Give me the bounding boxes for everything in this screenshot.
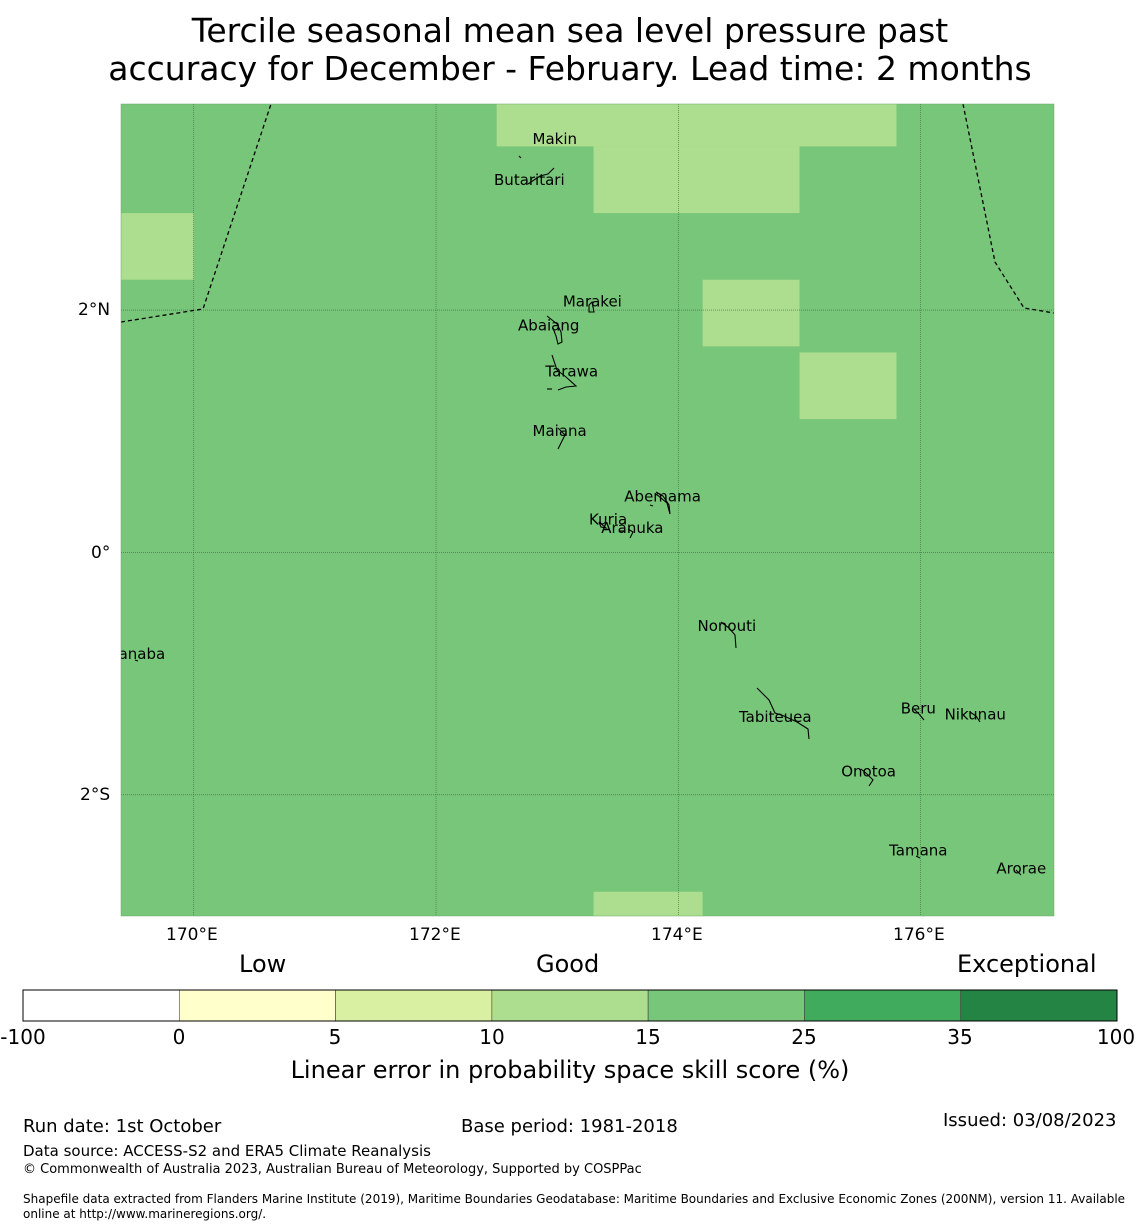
- skill-cell-10-15: [496, 104, 679, 147]
- cb-tick: 5: [328, 1025, 342, 1049]
- chart-title: Tercile seasonal mean sea level pressure…: [0, 12, 1140, 88]
- island-label: Beru: [901, 700, 936, 718]
- lon-label-176E: 176°E: [893, 925, 945, 945]
- atoll-outline: [598, 521, 608, 529]
- island-label: Makin: [533, 130, 578, 148]
- atoll-outline: [1015, 869, 1022, 876]
- island-label: Onotoa: [841, 763, 896, 781]
- island-label: Nikunau: [945, 706, 1006, 724]
- cb-tick: 25: [791, 1025, 817, 1049]
- island-label: Tabiteuea: [738, 708, 812, 726]
- skill-cell-10-15: [593, 891, 703, 916]
- island-label: Butaritari: [494, 171, 565, 189]
- colorbar-segment: [960, 989, 1118, 1022]
- island-label: Abemama: [624, 488, 701, 506]
- atoll-outline: [527, 167, 555, 185]
- cb-tick: 0: [172, 1025, 186, 1049]
- atoll-outline: [649, 504, 654, 507]
- skill-cell-10-15: [799, 352, 897, 420]
- island-label: Nonouti: [698, 617, 757, 635]
- island-label: Abaiang: [518, 317, 579, 335]
- island-label: Maiana: [533, 422, 587, 440]
- eez-boundary-east: [962, 104, 1054, 314]
- run-date: Run date: 1st October: [23, 1116, 222, 1137]
- skill-cell-10-15: [593, 146, 800, 214]
- island-label: Kuria: [589, 511, 627, 529]
- island-label: Banaba: [108, 645, 165, 663]
- island-label: Aranuka: [601, 519, 663, 537]
- category-exceptional: Exceptional: [957, 950, 1097, 978]
- atoll-outline: [134, 659, 139, 662]
- colorbar-frame: [22, 989, 1118, 1022]
- title-line-1: Tercile seasonal mean sea level pressure…: [191, 11, 949, 50]
- atoll-outline: [860, 768, 874, 787]
- atoll-outline: [546, 315, 563, 345]
- colorbar-segment: [804, 989, 962, 1022]
- atoll-outline: [720, 621, 737, 649]
- lat-label-2N: 2°N: [78, 300, 111, 320]
- cb-tick: 35: [947, 1025, 973, 1049]
- island-label: Marakei: [563, 292, 622, 310]
- skill-cell-10-15: [702, 279, 800, 347]
- lat-label-2S: 2°S: [80, 785, 111, 805]
- colorbar: [22, 989, 1118, 1022]
- map-plot-area: Makin Butaritari Marakei Abaiang Tarawa Maian…: [108, 103, 1055, 917]
- map-background: [121, 104, 1054, 916]
- atoll-outline: [518, 155, 522, 159]
- colorbar-segment: [491, 989, 649, 1022]
- island-label: Tarawa: [544, 363, 598, 381]
- map-clipped-group: Makin Butaritari Marakei Abaiang Tarawa Maian…: [108, 104, 1054, 916]
- colorbar-segment: [335, 989, 493, 1022]
- atoll-outline: [627, 528, 634, 539]
- base-period: Base period: 1981-2018: [461, 1116, 678, 1137]
- title-line-2: accuracy for December - February. Lead t…: [108, 49, 1032, 88]
- data-source: Data source: ACCESS-S2 and ERA5 Climate …: [23, 1142, 431, 1160]
- atoll-outline: [915, 855, 921, 859]
- skill-cell-10-15: [121, 213, 194, 280]
- eez-boundary-west: [121, 104, 272, 323]
- issued-date: Issued: 03/08/2023: [943, 1110, 1117, 1131]
- lat-label-0: 0°: [91, 543, 111, 563]
- category-good: Good: [536, 950, 600, 978]
- atoll-outline: [756, 687, 810, 740]
- atoll-outline: [913, 708, 925, 721]
- cb-tick: -100: [0, 1025, 46, 1049]
- atoll-outline: [969, 711, 981, 723]
- lon-label-172E: 172°E: [409, 925, 461, 945]
- atoll-outline: [551, 354, 578, 391]
- lon-label-170E: 170°E: [166, 925, 218, 945]
- atoll-outline: [655, 491, 671, 515]
- island-label: Arorae: [996, 860, 1046, 878]
- atoll-outline: [557, 427, 566, 450]
- atoll-outline: [588, 300, 595, 313]
- colorbar-segment: [178, 989, 336, 1022]
- lon-label-174E: 174°E: [651, 925, 703, 945]
- colorbar-segment: [647, 989, 805, 1022]
- colorbar-segment: [22, 989, 180, 1022]
- island-label: Tamana: [888, 841, 947, 859]
- cb-tick: 100: [1096, 1025, 1136, 1049]
- cb-tick: 10: [479, 1025, 505, 1049]
- map-frame: [120, 103, 1055, 917]
- cb-tick: 15: [635, 1025, 661, 1049]
- skill-cell-10-15: [678, 104, 897, 147]
- copyright: © Commonwealth of Australia 2023, Austra…: [23, 1162, 642, 1177]
- shapefile-credit-1: Shapefile data extracted from Flanders M…: [23, 1192, 1126, 1206]
- colorbar-title: Linear error in probability space skill …: [290, 1056, 850, 1084]
- category-low: Low: [239, 950, 287, 978]
- shapefile-credit-2: online at http://www.marineregions.org/.: [23, 1207, 267, 1221]
